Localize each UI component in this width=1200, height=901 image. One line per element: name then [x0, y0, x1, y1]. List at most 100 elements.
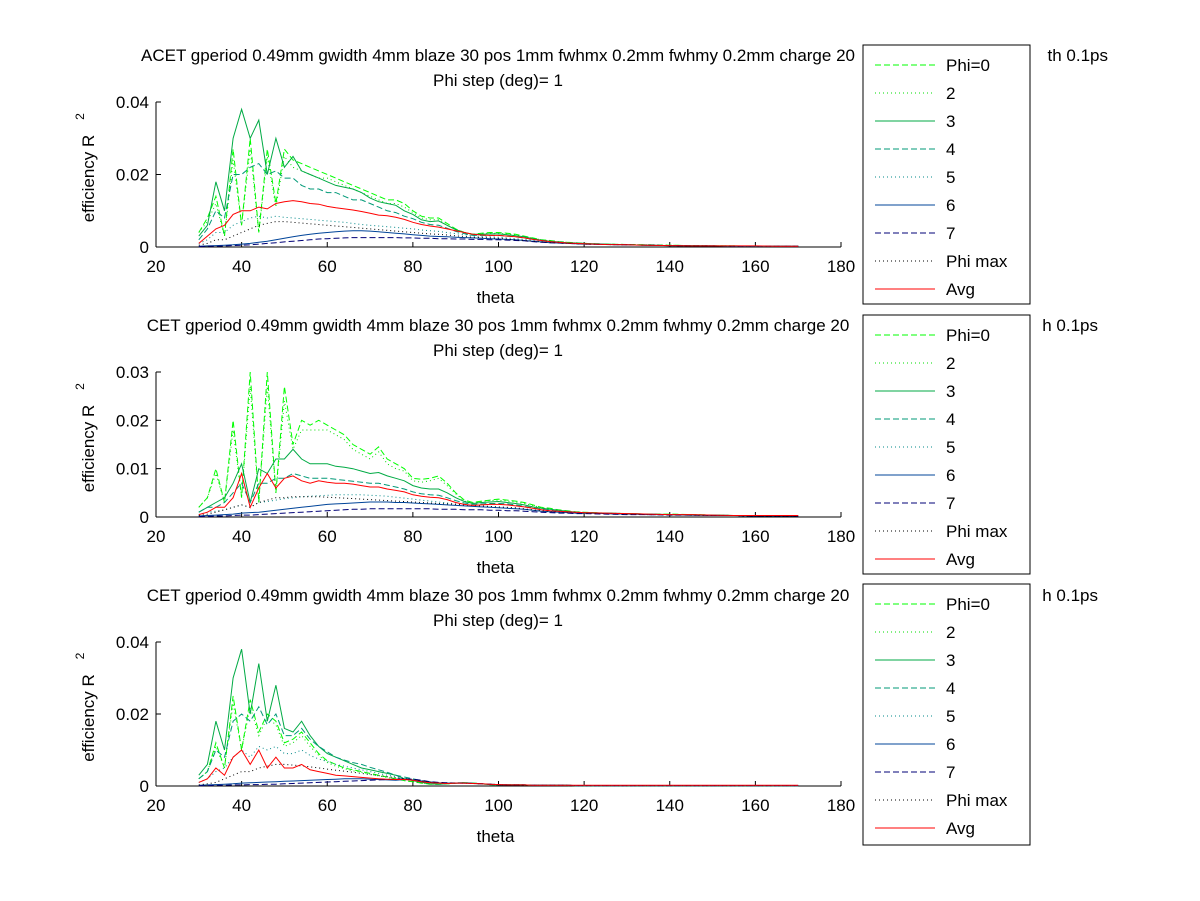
legend-box	[862, 583, 1031, 846]
x-tick-label: 80	[403, 257, 422, 276]
x-tick-label: 20	[147, 796, 166, 815]
legend-label: 4	[946, 140, 955, 159]
legend-label: Avg	[946, 819, 975, 838]
subplot-2: 20 40 60 80 100 120 140 160 180 0 0.01 0.02 0.03 thet…	[73, 316, 1098, 577]
legend-label: 5	[946, 707, 955, 726]
series-line-9	[198, 471, 799, 516]
y-tick-label: 0.04	[116, 93, 149, 112]
y-axis-label-superscript: 2	[73, 652, 87, 659]
y-axis-label: efficiency R	[79, 405, 98, 493]
y-tick-label: 0	[140, 238, 149, 257]
chart-title: ACET gperiod 0.49mm gwidth 4mm blaze 30 …	[141, 46, 855, 65]
y-tick-label: 0.02	[116, 705, 149, 724]
legend: Phi=0 2 3 4 5 6 7 Phi max Avg	[862, 314, 1031, 575]
x-tick-label: 80	[403, 527, 422, 546]
y-tick-label: 0.02	[116, 411, 149, 430]
legend-label: 6	[946, 735, 955, 754]
x-tick-label: 140	[656, 257, 684, 276]
y-tick-label: 0.02	[116, 166, 149, 185]
legend-label: 5	[946, 438, 955, 457]
legend-label: 7	[946, 763, 955, 782]
x-tick-label: 40	[232, 796, 251, 815]
x-tick-label: 60	[318, 796, 337, 815]
chart-title: CET gperiod 0.49mm gwidth 4mm blaze 30 p…	[147, 316, 850, 335]
y-axis-label: efficiency R	[79, 135, 98, 223]
legend-label: 6	[946, 196, 955, 215]
chart-title: CET gperiod 0.49mm gwidth 4mm blaze 30 p…	[147, 586, 850, 605]
legend-label: Avg	[946, 550, 975, 569]
x-tick-label: 160	[741, 257, 769, 276]
x-tick-label: 100	[484, 527, 512, 546]
x-axis-label: theta	[477, 827, 515, 846]
legend-label: Phi max	[946, 522, 1008, 541]
y-axis-label-superscript: 2	[73, 113, 87, 120]
subplot-1: 20 40 60 80 100 120 140 160 180 0 0.02 0.04 theta eff…	[73, 46, 1108, 307]
series-line-9	[198, 200, 799, 247]
x-tick-label: 80	[403, 796, 422, 815]
legend-box	[862, 314, 1031, 575]
x-tick-label: 160	[741, 796, 769, 815]
legend-label: Phi max	[946, 252, 1008, 271]
x-tick-label: 160	[741, 527, 769, 546]
series-line-1	[198, 138, 799, 247]
chart-title-tail: h 0.1ps	[1042, 316, 1098, 335]
legend-label: 4	[946, 410, 955, 429]
legend-label: Phi=0	[946, 56, 990, 75]
legend-label: Phi=0	[946, 326, 990, 345]
y-tick-label: 0.01	[116, 460, 149, 479]
y-axis-label-group: efficiency R 2	[73, 113, 98, 222]
legend-label: 3	[946, 382, 955, 401]
y-axis-label-group: efficiency R 2	[73, 383, 98, 492]
subplot-3: 20 40 60 80 100 120 140 160 180 0 0.02 0.04 theta eff…	[73, 586, 1098, 846]
series-line-2	[198, 703, 799, 787]
series-line-2	[198, 386, 799, 517]
y-axis-label-group: efficiency R 2	[73, 652, 98, 761]
legend-label: Avg	[946, 280, 975, 299]
legend-label: Phi max	[946, 791, 1008, 810]
x-tick-label: 20	[147, 257, 166, 276]
series-line-9	[198, 748, 799, 786]
series-line-7	[198, 237, 799, 248]
legend-label: 2	[946, 354, 955, 373]
legend-label: 7	[946, 494, 955, 513]
legend-label: 5	[946, 168, 955, 187]
series-line-4	[198, 705, 799, 787]
x-tick-label: 20	[147, 527, 166, 546]
x-tick-label: 180	[827, 527, 855, 546]
legend-label: 2	[946, 84, 955, 103]
y-tick-label: 0	[140, 508, 149, 527]
x-axis-label: theta	[477, 288, 515, 307]
legend: Phi=0 2 3 4 5 6 7 Phi max Avg	[862, 583, 1031, 846]
x-tick-label: 60	[318, 527, 337, 546]
legend-label: 7	[946, 224, 955, 243]
series-line-3	[198, 448, 799, 517]
x-tick-label: 100	[484, 796, 512, 815]
chart-subtitle: Phi step (deg)= 1	[433, 611, 563, 630]
x-tick-label: 180	[827, 257, 855, 276]
x-tick-label: 140	[656, 796, 684, 815]
legend-label: 4	[946, 679, 955, 698]
series-line-5	[198, 745, 799, 787]
y-tick-label: 0.03	[116, 363, 149, 382]
legend-label: 6	[946, 466, 955, 485]
legend-label: 3	[946, 651, 955, 670]
series-line-7	[198, 508, 799, 517]
series-line-3	[198, 649, 799, 787]
y-tick-label: 0.04	[116, 633, 149, 652]
chart-subtitle: Phi step (deg)= 1	[433, 341, 563, 360]
series-line-8	[198, 763, 799, 787]
x-tick-label: 120	[570, 257, 598, 276]
x-axis-label: theta	[477, 558, 515, 577]
y-tick-label: 0	[140, 777, 149, 796]
legend-label: Phi=0	[946, 595, 990, 614]
chart-title-tail: h 0.1ps	[1042, 586, 1098, 605]
chart-subtitle: Phi step (deg)= 1	[433, 71, 563, 90]
x-tick-label: 40	[232, 257, 251, 276]
series-line-2	[198, 149, 799, 247]
x-tick-label: 180	[827, 796, 855, 815]
chart-title-tail: th 0.1ps	[1048, 46, 1109, 65]
x-tick-label: 100	[484, 257, 512, 276]
series-line-1	[198, 371, 799, 517]
x-tick-label: 40	[232, 527, 251, 546]
